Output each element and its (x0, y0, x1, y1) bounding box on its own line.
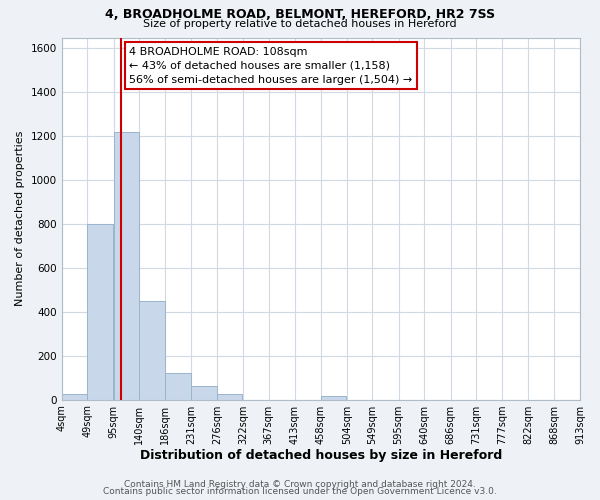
Bar (62, 394, 88, 400)
Text: Contains HM Land Registry data © Crown copyright and database right 2024.: Contains HM Land Registry data © Crown c… (124, 480, 476, 489)
Text: Size of property relative to detached houses in Hereford: Size of property relative to detached ho… (143, 19, 457, 29)
Bar (88, 224, 113, 400)
Bar (217, 394, 242, 400)
Text: 4, BROADHOLME ROAD, BELMONT, HEREFORD, HR2 7SS: 4, BROADHOLME ROAD, BELMONT, HEREFORD, H… (105, 8, 495, 20)
Text: Contains public sector information licensed under the Open Government Licence v3: Contains public sector information licen… (103, 487, 497, 496)
Y-axis label: Number of detached properties: Number of detached properties (15, 131, 25, 306)
Bar (191, 386, 217, 400)
Bar (166, 373, 191, 400)
Bar (320, 396, 346, 400)
X-axis label: Distribution of detached houses by size in Hereford: Distribution of detached houses by size … (140, 450, 502, 462)
Bar (113, 132, 139, 400)
Text: 4 BROADHOLME ROAD: 108sqm
← 43% of detached houses are smaller (1,158)
56% of se: 4 BROADHOLME ROAD: 108sqm ← 43% of detac… (129, 46, 412, 84)
Bar (139, 301, 165, 400)
